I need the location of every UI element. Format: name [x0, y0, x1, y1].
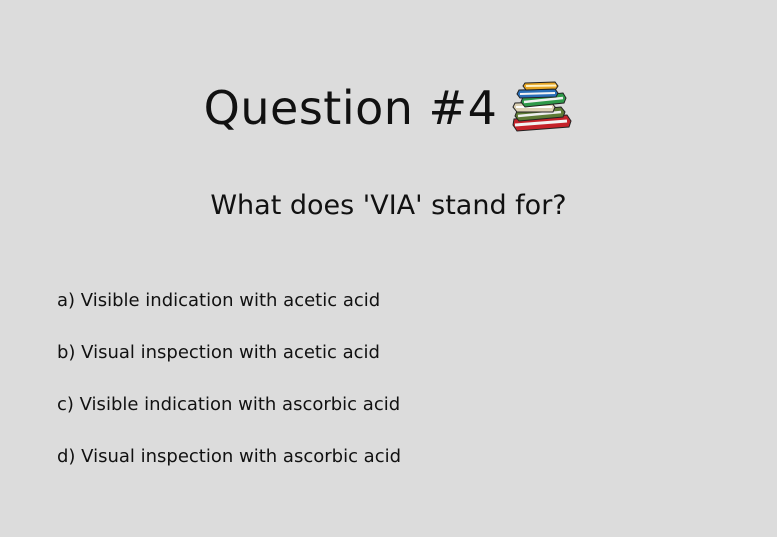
answer-options: a) Visible indication with acetic acid b…	[57, 289, 401, 497]
title-row: Question #4	[0, 76, 777, 140]
option-a[interactable]: a) Visible indication with acetic acid	[57, 290, 381, 311]
question-text: What does 'VIA' stand for?	[210, 190, 567, 221]
option-b[interactable]: b) Visual inspection with acetic acid	[57, 342, 380, 363]
option-c[interactable]: c) Visible indication with ascorbic acid	[57, 394, 401, 415]
slide-title: Question #4	[203, 81, 498, 135]
books-stack-icon	[512, 81, 572, 132]
option-d[interactable]: d) Visual inspection with ascorbic acid	[57, 446, 402, 467]
